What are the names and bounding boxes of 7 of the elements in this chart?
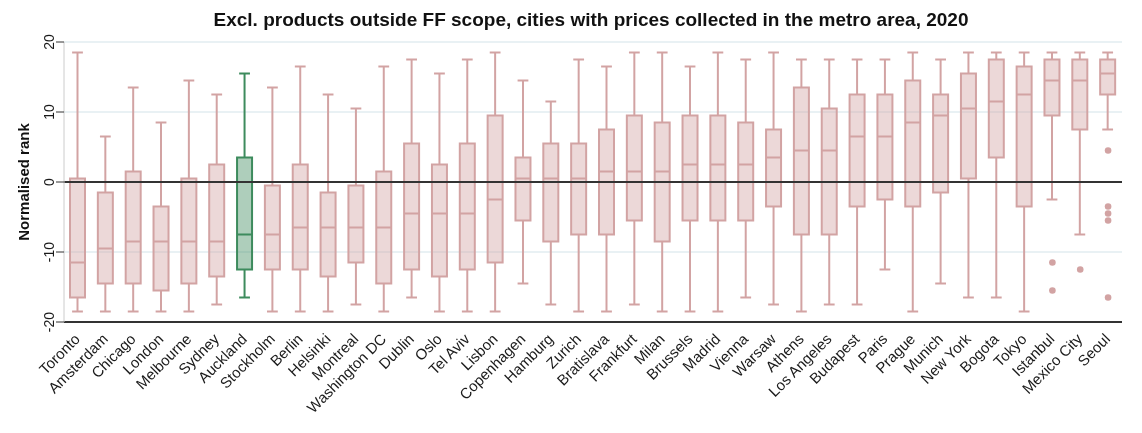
y-tick-label: -10: [41, 241, 57, 263]
y-tick-label: -20: [41, 311, 57, 333]
chart-title: Excl. products outside FF scope, cities with prices collected in the metro area, 2020: [212, 8, 970, 32]
y-tick-label: 20: [41, 34, 57, 50]
y-axis-title: Normalised rank: [15, 122, 33, 241]
y-tick-label: 0: [41, 177, 57, 186]
y-tick-label: 10: [41, 104, 57, 120]
